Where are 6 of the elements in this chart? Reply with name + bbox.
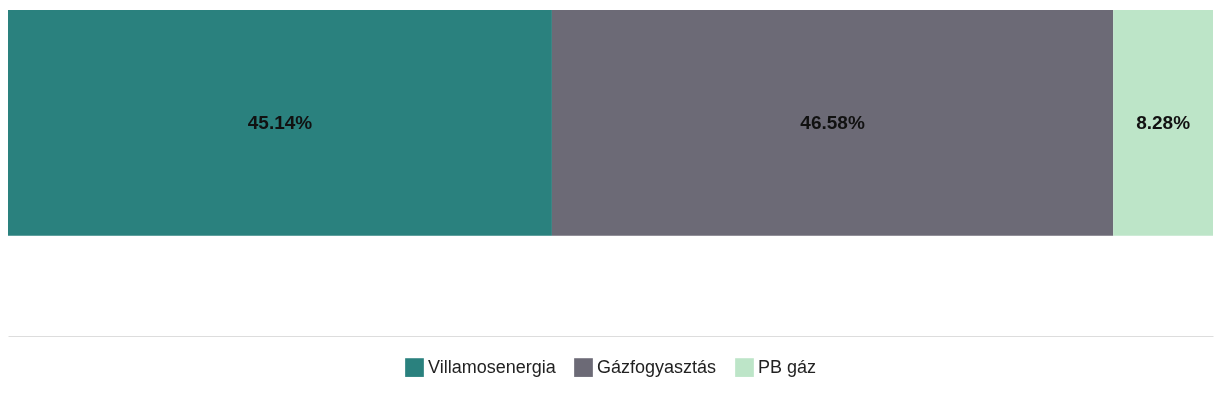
- data-label: 46.58%: [800, 111, 865, 133]
- data-label: 8.28%: [1136, 111, 1191, 133]
- legend-label: PB gáz: [758, 356, 817, 377]
- legend-label: Gázfogyasztás: [597, 356, 717, 377]
- legend-label: Villamosenergia: [428, 356, 557, 377]
- data-label: 45.14%: [247, 111, 313, 133]
